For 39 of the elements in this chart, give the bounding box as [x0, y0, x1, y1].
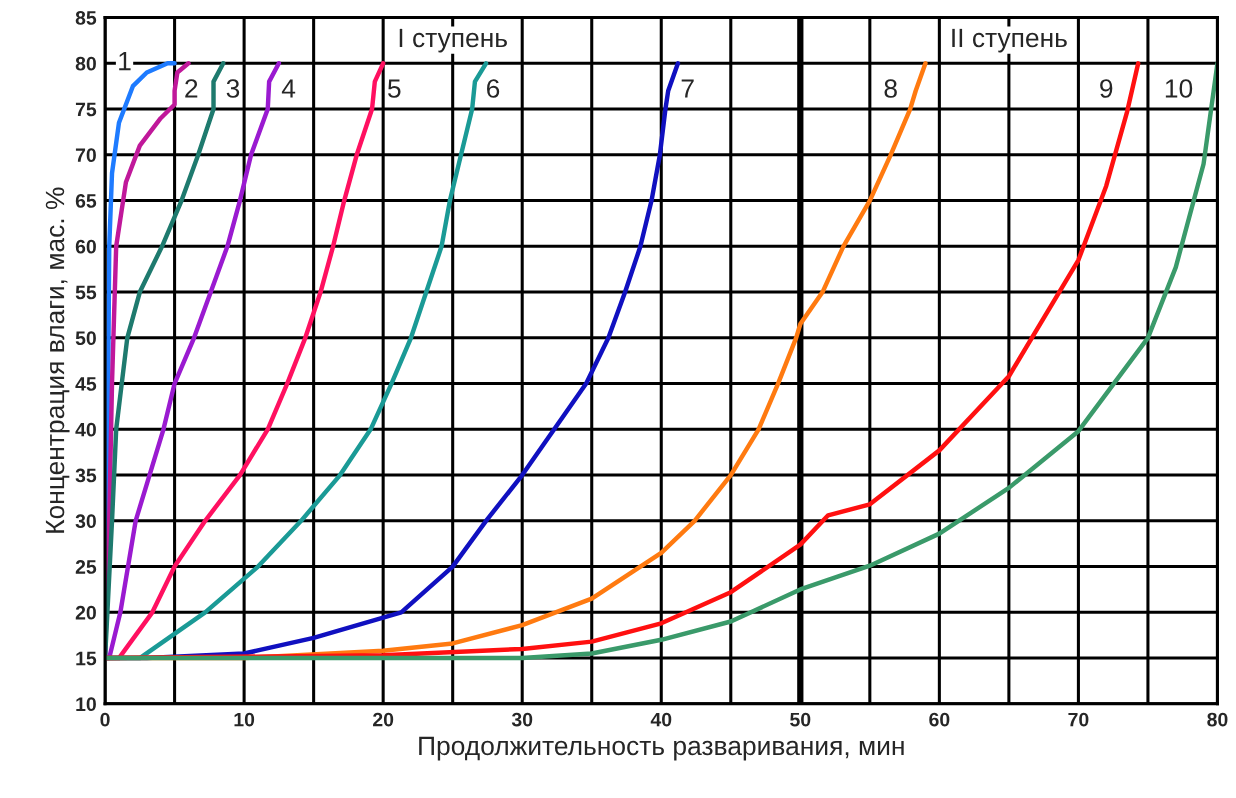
- x-tick-label: 40: [650, 712, 672, 727]
- x-tick-label: 10: [234, 712, 255, 727]
- x-tick-label: 70: [1068, 712, 1089, 727]
- y-tick-label: 50: [75, 331, 96, 346]
- y-axis-title: Концентрация влаги, мас. %: [45, 187, 70, 533]
- y-tick-label: 20: [75, 605, 96, 620]
- y-tick-label: 25: [75, 560, 97, 574]
- y-tick-label: 45: [75, 377, 97, 391]
- annotation: 10: [1165, 79, 1193, 98]
- annotation: 9: [1100, 79, 1113, 98]
- annotation: 6: [487, 79, 500, 98]
- y-tick-label: 35: [75, 468, 97, 483]
- annotation: 8: [884, 79, 897, 98]
- x-tick-label: 30: [511, 712, 533, 727]
- y-tick-label: 60: [75, 239, 96, 254]
- x-tick-label: 50: [790, 712, 811, 727]
- y-tick-label: 85: [75, 11, 97, 25]
- y-tick-label: 10: [76, 697, 96, 712]
- annotation: 4: [281, 79, 296, 98]
- y-tick-label: 80: [75, 56, 96, 71]
- annotation: I ступень: [399, 28, 507, 53]
- annotation: 3: [226, 79, 240, 98]
- y-tick-label: 65: [75, 194, 97, 208]
- y-tick-label: 15: [76, 651, 97, 666]
- annotation: 1: [119, 51, 131, 71]
- x-tick-label: 0: [100, 712, 110, 727]
- y-tick-label: 30: [75, 514, 96, 529]
- y-tick-label: 40: [75, 422, 96, 437]
- x-axis-title: Продолжительность разваривания, мин: [419, 736, 904, 761]
- annotation: 2: [185, 79, 198, 98]
- y-tick-label: 55: [75, 285, 97, 300]
- annotation: II ступень: [952, 28, 1067, 53]
- x-tick-label: 20: [373, 712, 394, 727]
- x-tick-label: 60: [929, 712, 950, 727]
- x-tick-label: 80: [1207, 712, 1228, 727]
- y-tick-label: 70: [75, 148, 96, 163]
- y-tick-label: 75: [75, 102, 97, 117]
- annotation: 7: [681, 79, 694, 98]
- annotation: 5: [388, 79, 401, 98]
